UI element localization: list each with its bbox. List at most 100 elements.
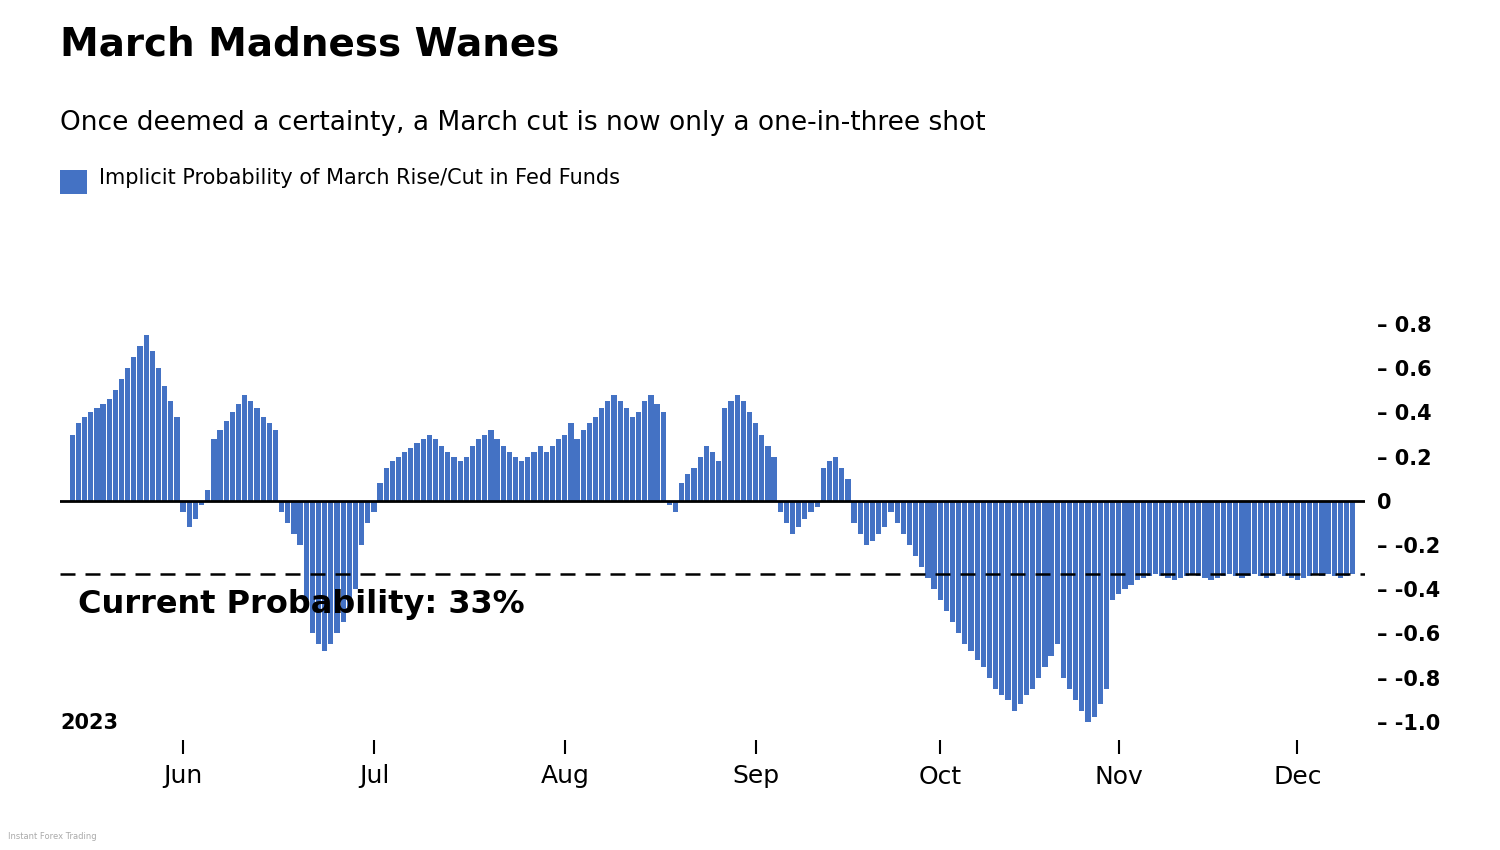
Bar — [1024, 501, 1029, 695]
Bar — [852, 501, 856, 523]
Bar — [1086, 501, 1090, 722]
Bar — [562, 434, 567, 501]
Bar — [489, 430, 494, 501]
Bar — [1338, 501, 1342, 578]
Bar — [753, 423, 758, 501]
Text: ❄ instaforex: ❄ instaforex — [8, 808, 76, 819]
Bar — [495, 439, 500, 501]
Bar — [310, 501, 315, 633]
Bar — [180, 501, 186, 512]
Bar — [1116, 501, 1122, 593]
Bar — [1110, 501, 1114, 600]
Bar — [1312, 501, 1318, 574]
Bar — [346, 501, 352, 607]
Bar — [1172, 501, 1178, 581]
Bar — [513, 456, 517, 501]
Text: Instant Forex Trading: Instant Forex Trading — [8, 832, 96, 842]
Bar — [420, 439, 426, 501]
Bar — [1142, 501, 1146, 578]
Bar — [433, 439, 438, 501]
Bar — [519, 461, 525, 501]
Bar — [452, 456, 456, 501]
Text: 2023: 2023 — [60, 713, 118, 733]
Bar — [938, 501, 944, 600]
Bar — [1190, 501, 1196, 574]
Bar — [1128, 501, 1134, 585]
Bar — [741, 401, 746, 501]
Bar — [556, 439, 561, 501]
Text: Implicit Probability of March Rise/Cut in Fed Funds: Implicit Probability of March Rise/Cut i… — [99, 168, 620, 189]
Bar — [255, 408, 260, 501]
Bar — [224, 422, 230, 501]
Bar — [100, 404, 105, 501]
Bar — [1098, 501, 1102, 704]
Bar — [470, 445, 476, 501]
Bar — [894, 501, 900, 523]
Bar — [156, 368, 160, 501]
Bar — [914, 501, 918, 556]
Bar — [674, 501, 678, 512]
Bar — [1251, 501, 1257, 574]
Bar — [668, 501, 672, 505]
Bar — [882, 501, 888, 527]
Bar — [1282, 501, 1287, 576]
Bar — [440, 445, 444, 501]
Bar — [132, 357, 136, 501]
Bar — [297, 501, 303, 545]
Bar — [464, 456, 470, 501]
Bar — [384, 468, 388, 501]
Bar — [106, 400, 112, 501]
Bar — [642, 401, 648, 501]
Bar — [771, 456, 777, 501]
Bar — [458, 461, 462, 501]
Bar — [1332, 501, 1336, 576]
Bar — [396, 456, 400, 501]
Bar — [926, 501, 930, 578]
Bar — [870, 501, 874, 541]
Bar — [291, 501, 297, 534]
Bar — [686, 474, 690, 501]
Bar — [267, 423, 272, 501]
Bar — [1017, 501, 1023, 704]
Bar — [1066, 501, 1072, 688]
Bar — [735, 394, 740, 501]
Bar — [94, 408, 99, 501]
Bar — [1350, 501, 1356, 574]
Bar — [1276, 501, 1281, 574]
Bar — [1203, 501, 1208, 578]
Bar — [790, 501, 795, 534]
Bar — [334, 501, 339, 633]
Bar — [1072, 501, 1078, 700]
Bar — [1257, 501, 1263, 576]
Bar — [827, 461, 833, 501]
Bar — [414, 444, 420, 501]
Bar — [722, 408, 728, 501]
Bar — [328, 501, 333, 644]
Bar — [888, 501, 894, 512]
Bar — [1104, 501, 1108, 688]
Bar — [1227, 501, 1232, 574]
Text: March Madness Wanes: March Madness Wanes — [60, 26, 560, 64]
Bar — [759, 434, 765, 501]
Bar — [1245, 501, 1251, 576]
Bar — [1060, 501, 1066, 677]
Bar — [1306, 501, 1312, 576]
Bar — [1011, 501, 1017, 711]
Bar — [501, 445, 506, 501]
Bar — [261, 416, 266, 501]
Bar — [322, 501, 327, 651]
Bar — [446, 452, 450, 501]
Bar — [833, 456, 839, 501]
Bar — [908, 501, 912, 545]
Bar — [426, 434, 432, 501]
Bar — [1078, 501, 1084, 711]
Bar — [993, 501, 999, 688]
Bar — [372, 501, 376, 512]
Bar — [975, 501, 980, 660]
Bar — [217, 430, 222, 501]
Bar — [987, 501, 992, 677]
Bar — [944, 501, 950, 611]
Bar — [352, 501, 358, 589]
Bar — [316, 501, 321, 644]
Bar — [604, 401, 610, 501]
